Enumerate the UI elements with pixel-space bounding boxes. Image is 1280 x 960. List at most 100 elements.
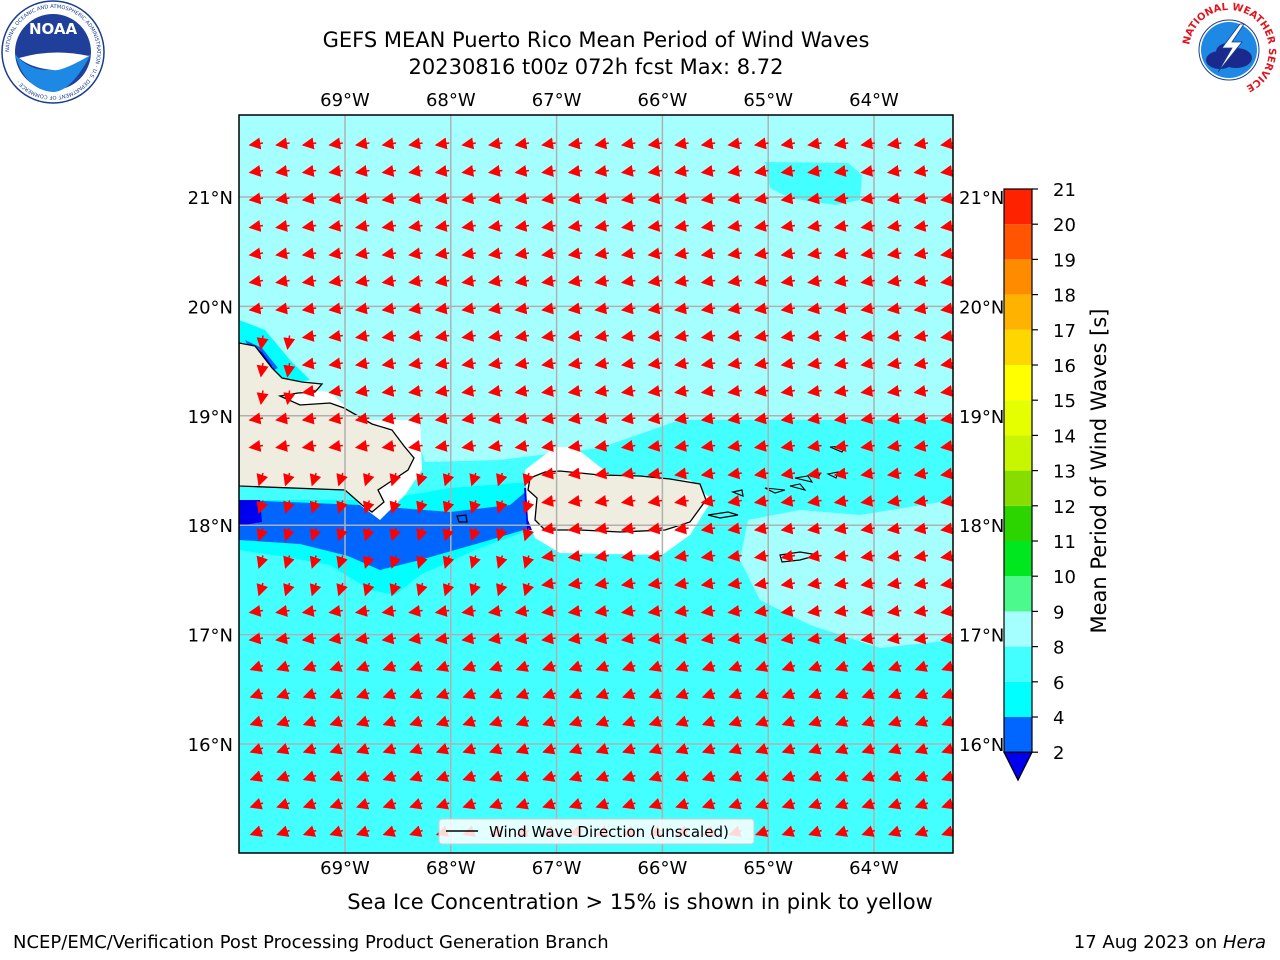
colorbar-tick-label: 11 — [1053, 532, 1076, 553]
wind-wave-arrow — [567, 494, 583, 507]
wind-wave-arrow — [700, 247, 716, 260]
wind-wave-arrow — [354, 412, 370, 425]
wind-wave-arrow — [675, 770, 689, 782]
wind-wave-arrow — [381, 439, 397, 452]
wind-wave-arrow — [860, 137, 875, 150]
wind-wave-arrow — [886, 357, 902, 370]
wind-wave-arrow — [567, 632, 583, 645]
wind-wave-arrow — [594, 467, 609, 480]
wind-wave-arrow — [382, 660, 397, 672]
wind-wave-arrow — [381, 302, 397, 315]
wind-wave-arrow — [754, 770, 769, 782]
wind-wave-arrow — [647, 467, 663, 480]
wind-wave-arrow — [887, 687, 902, 700]
wind-wave-arrow — [728, 852, 742, 853]
wind-wave-arrow — [647, 192, 663, 205]
wind-wave-arrow — [487, 274, 503, 287]
wind-wave-arrow — [860, 164, 875, 177]
wind-wave-arrow — [462, 660, 477, 672]
wind-wave-arrow — [328, 439, 343, 452]
wind-wave-arrow — [808, 687, 822, 700]
island-virgin-islands — [764, 473, 821, 494]
wind-wave-arrow — [913, 549, 929, 562]
wind-wave-arrow — [354, 357, 370, 370]
wind-wave-arrow — [674, 357, 689, 370]
wind-wave-arrow — [283, 362, 296, 378]
wind-wave-arrow — [488, 770, 503, 782]
wind-wave-arrow — [461, 247, 476, 260]
wind-wave-arrow — [647, 494, 663, 507]
wind-wave-arrow — [700, 137, 716, 150]
wind-wave-arrow — [301, 192, 317, 205]
lon-label-bottom: 66°W — [638, 858, 688, 879]
colorbar-segment — [1004, 646, 1032, 682]
wind-wave-arrow — [700, 467, 716, 480]
wind-wave-arrow — [275, 164, 290, 177]
wind-wave-arrow — [276, 770, 290, 782]
wind-wave-arrow — [461, 302, 476, 315]
wind-wave-arrow — [620, 137, 636, 150]
wind-wave-arrow — [461, 384, 476, 397]
lat-label-left: 17°N — [188, 626, 233, 647]
wind-wave-arrow — [541, 302, 556, 315]
colorbar-segment — [1004, 189, 1032, 225]
wind-wave-arrow — [914, 797, 929, 810]
wind-wave-arrow — [674, 439, 689, 452]
wind-wave-arrow — [434, 137, 450, 150]
wind-wave-arrow — [514, 329, 530, 342]
wind-wave-arrow — [620, 192, 636, 205]
wind-wave-arrow — [753, 577, 769, 590]
wind-wave-arrow — [594, 219, 609, 232]
wind-wave-arrow — [248, 412, 264, 425]
wind-wave-arrow — [674, 274, 689, 287]
wind-wave-arrow — [648, 687, 663, 700]
wind-wave-arrow — [416, 582, 428, 597]
wind-wave-arrows — [248, 137, 953, 853]
wind-wave-arrow — [860, 302, 875, 315]
wind-wave-arrow — [780, 219, 796, 232]
wind-wave-arrow — [389, 500, 402, 514]
wind-wave-arrow — [408, 412, 423, 425]
wind-wave-arrow — [382, 797, 397, 810]
wind-wave-arrow — [700, 219, 716, 232]
wind-wave-arrow — [522, 500, 535, 514]
wind-wave-arrow — [381, 137, 397, 150]
wind-wave-arrow — [248, 274, 264, 287]
wind-wave-arrow — [620, 467, 636, 480]
wind-wave-arrow — [542, 715, 556, 727]
wind-wave-arrow — [620, 494, 636, 507]
wind-wave-arrow — [727, 329, 742, 342]
wind-wave-arrow — [302, 660, 317, 672]
wind-wave-arrow — [442, 500, 455, 514]
wind-wave-arrow — [886, 632, 902, 645]
wind-wave-arrow — [808, 770, 822, 782]
wind-wave-arrow — [408, 247, 423, 260]
wind-wave-arrow — [886, 384, 902, 397]
wind-wave-arrow — [753, 439, 769, 452]
wind-wave-arrow — [567, 247, 583, 260]
wind-wave-arrow — [913, 329, 929, 342]
wind-wave-arrow — [567, 302, 583, 315]
wind-wave-arrow — [833, 274, 849, 287]
colorbar-extend-triangle — [1003, 751, 1033, 782]
wind-wave-arrow — [861, 660, 876, 672]
wind-wave-arrow — [620, 577, 636, 590]
wind-wave-arrow — [522, 555, 535, 569]
wind-wave-arrow — [887, 742, 902, 755]
wind-wave-arrow — [487, 302, 503, 315]
wind-wave-arrow — [541, 412, 556, 425]
wind-wave-arrow — [408, 632, 423, 645]
wind-wave-arrow — [913, 467, 929, 480]
wind-wave-arrow — [647, 164, 663, 177]
wind-wave-arrow — [363, 500, 375, 514]
wind-wave-arrow — [328, 384, 343, 397]
wind-wave-arrow — [336, 500, 348, 514]
wind-wave-arrow — [567, 164, 583, 177]
wind-wave-arrow — [674, 247, 689, 260]
wind-wave-arrow — [301, 164, 317, 177]
wind-wave-arrow — [461, 357, 476, 370]
wind-wave-arrow — [381, 219, 397, 232]
wind-wave-arrow — [381, 192, 397, 205]
wind-wave-arrow — [461, 329, 476, 342]
wind-wave-arrow — [515, 797, 530, 810]
